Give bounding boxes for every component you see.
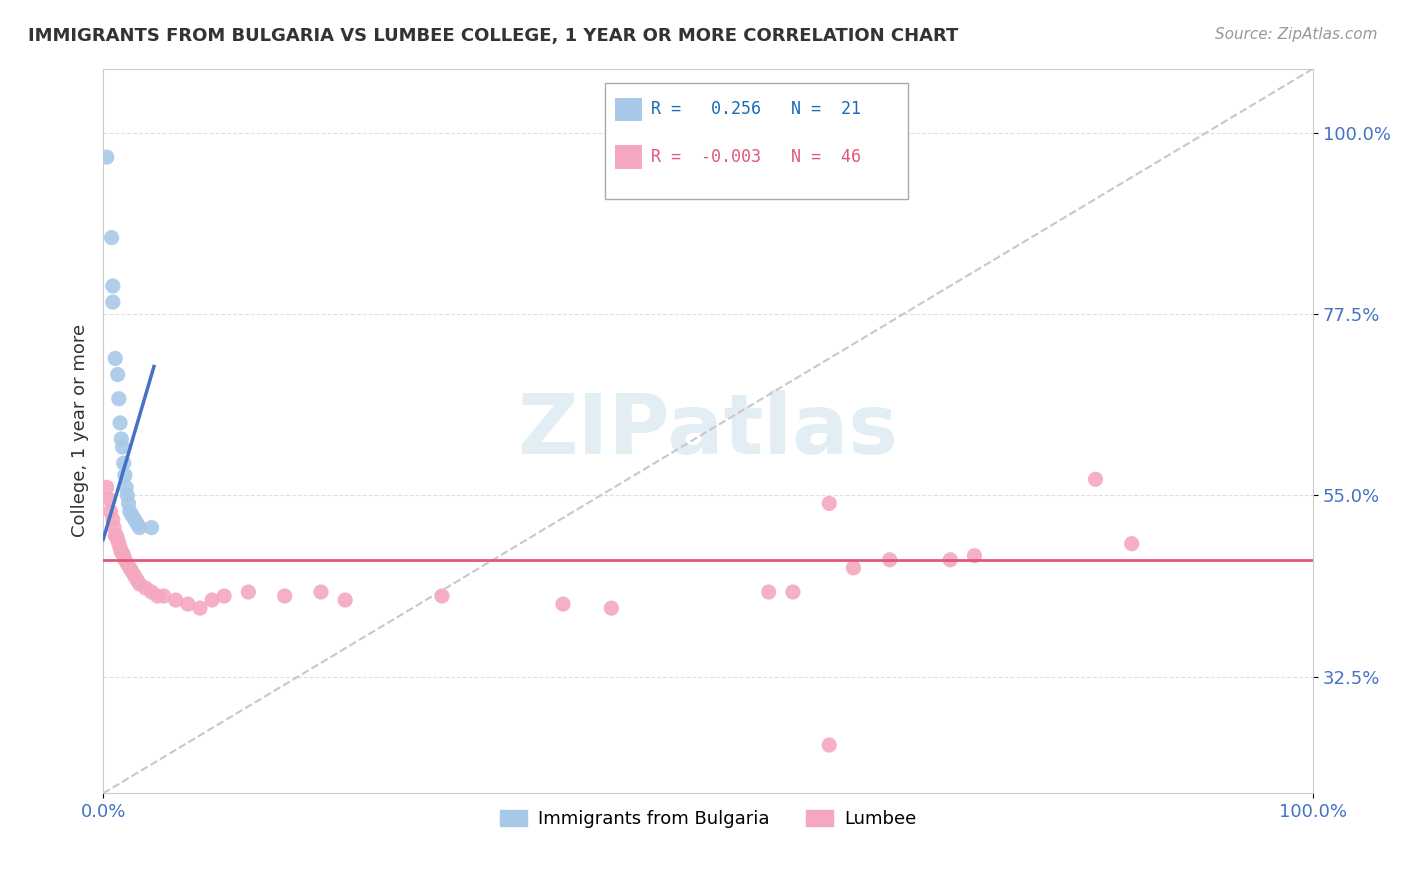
Point [188,601,211,615]
Point [238,585,260,599]
Point [110,432,132,446]
Point [134,581,156,595]
Point [125,516,148,531]
Point [818,738,841,752]
Point [96,150,118,164]
Point [96,480,118,494]
FancyBboxPatch shape [614,97,641,120]
Point [141,585,163,599]
Point [112,549,135,563]
Point [100,230,122,244]
Point [114,553,136,567]
Point [309,585,332,599]
Point [141,520,163,534]
Point [103,520,125,534]
Point [551,597,574,611]
Point [165,593,187,607]
Point [100,504,122,518]
Point [758,585,780,599]
Text: R =   0.256   N =  21: R = 0.256 N = 21 [651,100,862,118]
Point [115,480,138,494]
Point [110,545,132,559]
Point [600,601,623,615]
Point [117,557,139,571]
Point [112,456,135,470]
Point [842,561,865,575]
Point [117,496,139,510]
Point [201,593,224,607]
Point [963,549,986,563]
Point [177,597,200,611]
Point [105,528,128,542]
Y-axis label: College, 1 year or more: College, 1 year or more [72,325,89,538]
Point [108,392,131,406]
Point [818,496,841,510]
Point [212,589,235,603]
Point [121,508,143,523]
Point [118,561,141,575]
Point [117,488,139,502]
Point [108,537,131,551]
Text: R =  -0.003   N =  46: R = -0.003 N = 46 [651,148,862,166]
Point [118,504,141,518]
Point [146,589,169,603]
Point [101,279,124,293]
FancyBboxPatch shape [606,83,908,199]
Point [104,528,127,542]
Point [101,295,124,310]
Text: ZIPatlas: ZIPatlas [517,391,898,472]
Point [1121,537,1143,551]
Point [124,512,146,526]
Point [152,589,174,603]
Point [782,585,804,599]
Point [114,468,136,483]
Point [104,351,127,366]
Text: Source: ZipAtlas.com: Source: ZipAtlas.com [1215,27,1378,42]
Point [1084,472,1107,486]
Point [430,589,453,603]
Point [107,368,129,382]
Point [107,533,129,547]
Point [98,492,121,507]
FancyBboxPatch shape [614,145,641,169]
Point [108,541,131,555]
Point [273,589,295,603]
Point [124,569,146,583]
Text: IMMIGRANTS FROM BULGARIA VS LUMBEE COLLEGE, 1 YEAR OR MORE CORRELATION CHART: IMMIGRANTS FROM BULGARIA VS LUMBEE COLLE… [28,27,959,45]
Point [125,573,148,587]
Point [108,416,131,430]
Point [879,553,901,567]
Point [121,565,143,579]
Legend: Immigrants from Bulgaria, Lumbee: Immigrants from Bulgaria, Lumbee [494,802,924,835]
Point [111,440,134,454]
Point [111,546,134,560]
Point [333,593,356,607]
Point [939,553,962,567]
Point [128,577,150,591]
Point [128,520,150,534]
Point [101,512,124,526]
